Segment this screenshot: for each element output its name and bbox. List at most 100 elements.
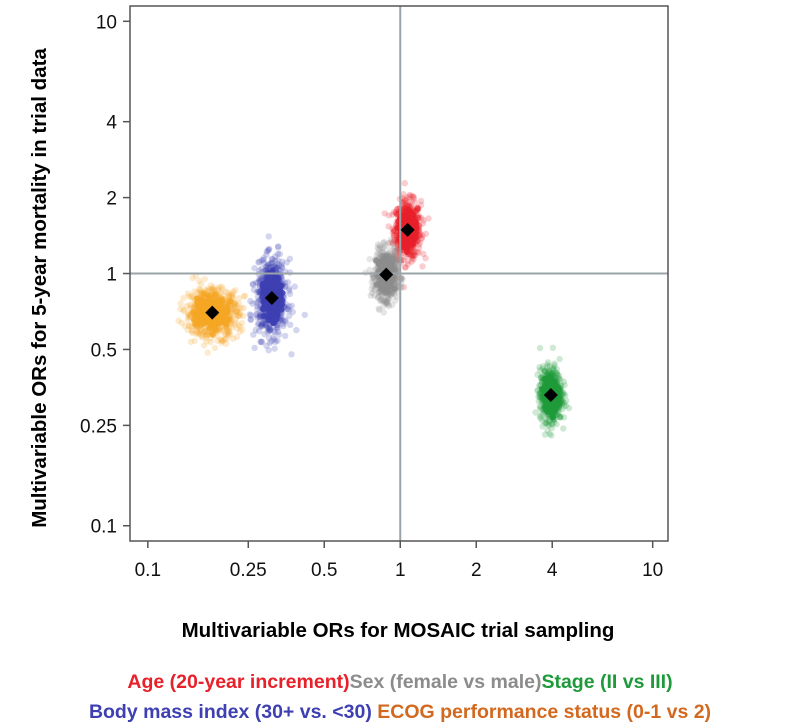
- sample-point: [549, 344, 557, 351]
- sample-point: [266, 325, 273, 332]
- sample-point: [419, 232, 426, 239]
- sample-point: [181, 322, 189, 330]
- sample-point: [293, 326, 300, 334]
- sample-point: [218, 328, 225, 335]
- sample-point: [554, 401, 561, 408]
- sample-point: [271, 336, 278, 343]
- sample-point: [401, 202, 408, 209]
- sample-point: [236, 312, 243, 319]
- sample-point: [403, 196, 410, 203]
- sample-point: [381, 297, 389, 305]
- sample-point: [407, 253, 415, 260]
- sample-point: [545, 367, 552, 375]
- sample-point: [393, 253, 400, 261]
- y-tick-label: 0.1: [91, 517, 117, 538]
- sample-point: [216, 327, 224, 334]
- sample-point: [234, 308, 241, 316]
- sample-point: [194, 329, 201, 336]
- sample-point: [383, 298, 390, 305]
- sample-point: [264, 262, 272, 270]
- sample-point: [385, 295, 393, 303]
- sample-point: [385, 252, 393, 259]
- sample-point: [280, 317, 287, 324]
- sample-point: [301, 311, 308, 319]
- sample-point: [408, 198, 415, 206]
- sample-point: [269, 309, 276, 316]
- sample-point: [391, 251, 398, 259]
- sample-point: [232, 315, 239, 323]
- sample-point: [230, 288, 237, 295]
- sample-point: [393, 210, 400, 217]
- sample-point: [393, 264, 400, 271]
- sample-point: [415, 212, 422, 219]
- sample-point: [270, 327, 278, 334]
- sample-point: [367, 292, 374, 299]
- sample-point: [273, 315, 280, 322]
- sample-point: [263, 263, 270, 271]
- sample-point: [383, 293, 391, 301]
- sample-point: [406, 193, 413, 200]
- sample-point: [258, 257, 266, 264]
- sample-point: [189, 327, 196, 334]
- sample-point: [235, 321, 242, 329]
- sample-point: [401, 206, 409, 214]
- sample-point: [543, 419, 550, 426]
- sample-point: [236, 328, 244, 335]
- sample-point: [389, 253, 396, 261]
- sample-point: [272, 257, 279, 264]
- sample-point: [214, 337, 221, 344]
- sample-point: [392, 259, 399, 267]
- sample-point: [401, 199, 408, 207]
- sample-point: [414, 205, 421, 212]
- sample-point: [277, 294, 284, 301]
- sample-point: [267, 260, 274, 267]
- sample-point: [379, 245, 386, 252]
- sample-point: [272, 338, 279, 346]
- sample-point: [284, 305, 291, 312]
- sample-point: [415, 241, 422, 248]
- sample-point: [223, 335, 230, 343]
- sample-point: [268, 259, 276, 267]
- sample-point: [188, 302, 195, 310]
- sample-point: [538, 412, 545, 419]
- sample-point: [379, 298, 387, 305]
- sample-point: [227, 298, 234, 305]
- sample-point: [559, 406, 566, 413]
- sample-point: [208, 282, 215, 289]
- sample-point: [238, 319, 246, 327]
- sample-point: [402, 264, 409, 271]
- sample-point: [550, 366, 557, 373]
- sample-point: [216, 283, 223, 291]
- sample-point: [541, 431, 549, 438]
- sample-point: [394, 246, 401, 253]
- sample-point: [255, 259, 262, 266]
- sample-point: [534, 387, 541, 394]
- sample-point: [258, 275, 266, 282]
- sample-point: [264, 261, 272, 268]
- sample-point: [223, 329, 231, 336]
- sample-point: [221, 335, 229, 343]
- sample-point: [393, 264, 400, 271]
- sample-point: [255, 279, 262, 286]
- sample-point: [284, 305, 291, 313]
- sample-point: [254, 299, 261, 306]
- sample-point: [194, 325, 201, 332]
- legend-row-2: Body mass index (30+ vs. <30) ECOG perfo…: [0, 701, 800, 724]
- sample-point: [189, 309, 196, 316]
- sample-point: [411, 252, 418, 259]
- sample-point: [412, 252, 419, 259]
- sample-point: [229, 305, 236, 312]
- sample-point: [203, 330, 210, 338]
- sample-point: [391, 260, 399, 267]
- sample-point: [262, 321, 269, 328]
- sample-point: [284, 279, 292, 286]
- legend-item-stage: Stage (II vs III): [541, 671, 673, 693]
- sample-point: [384, 251, 391, 258]
- sample-point: [260, 313, 267, 319]
- sample-point: [370, 273, 378, 281]
- sample-point: [416, 214, 423, 221]
- sample-point: [536, 413, 543, 420]
- sample-point: [545, 367, 552, 375]
- sample-point: [263, 248, 270, 255]
- sample-point: [541, 376, 548, 382]
